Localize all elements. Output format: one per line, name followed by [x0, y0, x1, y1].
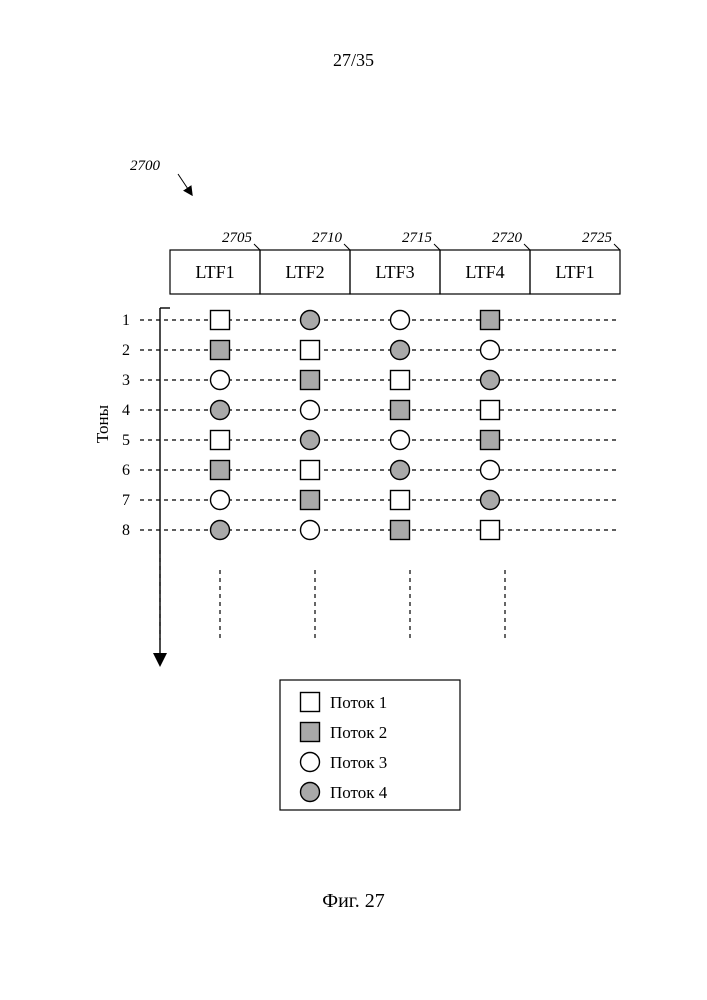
- marker-ci-open: [481, 461, 500, 480]
- column-ref: 2715: [402, 230, 433, 246]
- column-ref-leader: [524, 244, 530, 250]
- column-header-label: LTF4: [465, 262, 504, 282]
- marker-ci-open: [481, 341, 500, 360]
- tone-row-label: 3: [122, 372, 130, 389]
- column-header-label: LTF1: [195, 262, 234, 282]
- column-ref: 2720: [492, 230, 523, 246]
- tone-row-label: 2: [122, 342, 130, 359]
- legend-label: Поток 1: [330, 693, 387, 712]
- figure-ref-arrow-icon: [178, 174, 190, 192]
- page-number: 27/35: [0, 0, 707, 71]
- legend-label: Поток 2: [330, 723, 387, 742]
- marker-sq-open: [211, 311, 230, 330]
- marker-sq-fill: [391, 521, 410, 540]
- marker-sq-open: [391, 491, 410, 510]
- marker-ci-fill: [301, 311, 320, 330]
- column-header-label: LTF3: [375, 262, 414, 282]
- column-ref: 2705: [222, 230, 253, 246]
- tone-row-label: 1: [122, 312, 130, 329]
- marker-ci-fill: [301, 431, 320, 450]
- column-ref-leader: [344, 244, 350, 250]
- figure-caption: Фиг. 27: [0, 890, 707, 913]
- marker-sq-fill: [481, 431, 500, 450]
- tone-row-label: 8: [122, 522, 130, 539]
- legend-label: Поток 4: [330, 783, 388, 802]
- y-axis-label: Тоны: [93, 404, 112, 443]
- marker-ci-fill: [211, 521, 230, 540]
- marker-sq-open: [481, 521, 500, 540]
- tone-row-label: 6: [122, 462, 130, 479]
- marker-sq-fill: [391, 401, 410, 420]
- marker-ci-open: [391, 311, 410, 330]
- marker-ci-open: [301, 521, 320, 540]
- column-ref: 2725: [582, 230, 613, 246]
- marker-ci-fill: [211, 401, 230, 420]
- marker-ci-open: [301, 401, 320, 420]
- tone-row-label: 5: [122, 432, 130, 449]
- marker-sq-fill: [481, 311, 500, 330]
- diagram-svg: 27002705LTF12710LTF22715LTF32720LTF42725…: [60, 140, 660, 860]
- legend-label: Поток 3: [330, 753, 387, 772]
- diagram-container: 27002705LTF12710LTF22715LTF32720LTF42725…: [60, 140, 660, 865]
- column-ref-leader: [434, 244, 440, 250]
- marker-sq-open-legend: [301, 693, 320, 712]
- marker-ci-fill-legend: [301, 783, 320, 802]
- marker-sq-open: [301, 341, 320, 360]
- marker-sq-fill: [211, 461, 230, 480]
- tone-row-label: 7: [122, 492, 130, 509]
- marker-sq-fill: [301, 491, 320, 510]
- marker-ci-fill: [391, 341, 410, 360]
- tone-row-label: 4: [122, 402, 130, 419]
- column-ref-leader: [614, 244, 620, 250]
- marker-sq-fill: [301, 371, 320, 390]
- marker-sq-fill: [211, 341, 230, 360]
- marker-sq-open: [301, 461, 320, 480]
- column-header-label: LTF2: [285, 262, 324, 282]
- marker-sq-open: [211, 431, 230, 450]
- marker-ci-fill: [481, 371, 500, 390]
- marker-sq-open: [391, 371, 410, 390]
- column-ref-leader: [254, 244, 260, 250]
- marker-ci-open: [211, 491, 230, 510]
- marker-ci-fill: [481, 491, 500, 510]
- marker-sq-fill-legend: [301, 723, 320, 742]
- marker-sq-open: [481, 401, 500, 420]
- marker-ci-open: [211, 371, 230, 390]
- figure-ref: 2700: [130, 158, 161, 174]
- marker-ci-open-legend: [301, 753, 320, 772]
- marker-ci-fill: [391, 461, 410, 480]
- column-header-label: LTF1: [555, 262, 594, 282]
- column-ref: 2710: [312, 230, 343, 246]
- marker-ci-open: [391, 431, 410, 450]
